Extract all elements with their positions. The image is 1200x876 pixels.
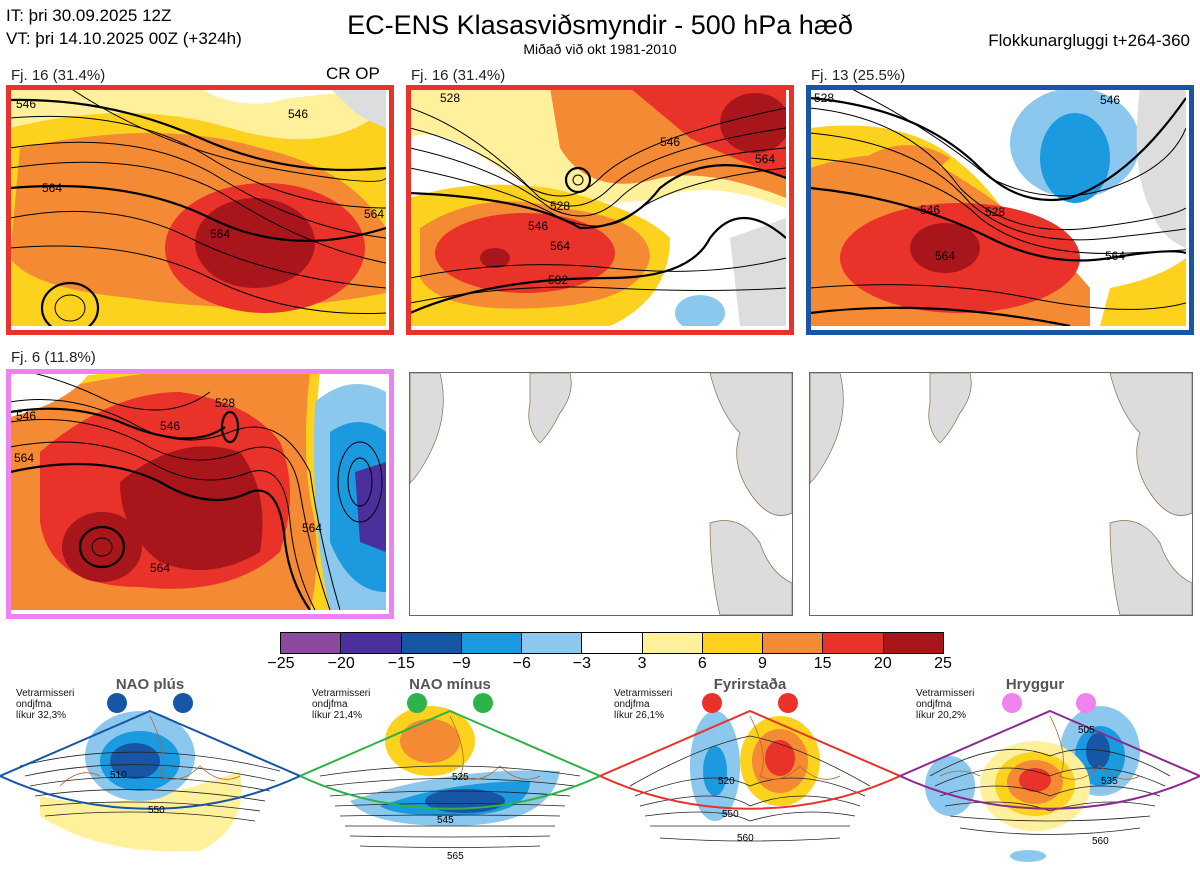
contour-label: 565 — [447, 851, 464, 862]
initial-time: IT: þri 30.09.2025 12Z — [6, 6, 172, 25]
classification-window: Flokkunargluggi t+264-360 — [988, 31, 1190, 50]
contour-label: 564 — [14, 451, 34, 465]
contour-label: 550 — [148, 805, 165, 816]
contour-label: 564 — [210, 227, 230, 241]
colorbar-swatch — [582, 633, 643, 653]
contour-label: 564 — [550, 239, 570, 253]
colorbar-swatch — [281, 633, 342, 653]
contour-label: 546 — [16, 97, 36, 111]
contour-label: 560 — [737, 833, 754, 844]
contour-label: 546 — [16, 409, 36, 423]
colorbar-tick-label: −6 — [512, 655, 531, 672]
contour-label: 564 — [935, 249, 955, 263]
contour-label: 550 — [722, 809, 739, 820]
contour-label: 546 — [528, 219, 548, 233]
page-subtitle: Miðað við okt 1981-2010 — [523, 41, 677, 57]
colorbar-tick-label: −20 — [327, 655, 355, 672]
regime-blocking: 520 550 560 Fyrirstaða Vetrarmisseri ondj… — [597, 676, 903, 871]
regime-note: Vetrarmisseri ondjfma líkur 21,4% — [312, 688, 371, 721]
contour-label: 564 — [302, 521, 322, 535]
contour-label: 528 — [440, 91, 460, 105]
contour-label: 546 — [160, 419, 180, 433]
colorbar-tick-label: −3 — [572, 655, 592, 672]
contour-label: 525 — [452, 772, 469, 783]
colorbar-swatch — [883, 633, 943, 653]
contour-label: 528 — [215, 396, 235, 410]
colorbar-tick-label: 20 — [873, 655, 892, 672]
regime-ridge: 505 535 560 Hryggur Vetrarmisseri ondjfma… — [897, 676, 1200, 871]
contour-label: 582 — [548, 273, 568, 287]
colorbar-tick-label: 9 — [758, 655, 767, 672]
panel-4-label: Fj. 6 (11.8%) — [11, 349, 96, 366]
colorbar-tick-label: −9 — [452, 655, 471, 672]
panel-3-label: Fj. 13 (25.5%) — [811, 67, 906, 84]
colorbar-tick-label: 3 — [637, 655, 647, 672]
colorbar-swatch — [702, 633, 764, 653]
panel-1-label: Fj. 16 (31.4%) — [11, 67, 106, 84]
colorbar-swatch — [401, 633, 462, 653]
colorbar-swatch — [763, 633, 824, 653]
valid-time: VT: þri 14.10.2025 00Z (+324h) — [6, 29, 242, 48]
contour-label: 528 — [985, 205, 1005, 219]
cluster-map-1[interactable]: 546 546 564 564 564 — [10, 88, 386, 326]
empty-map-5 — [409, 372, 793, 616]
contour-label: 560 — [1092, 836, 1109, 847]
contour-label: 528 — [814, 91, 834, 105]
cluster-map-4[interactable]: 546 528 546 564 564 564 — [10, 372, 386, 610]
cluster-map-3[interactable]: 528 546 528 546 564 564 — [810, 88, 1186, 326]
regime-note: Vetrarmisseri ondjfma líkur 20,2% — [916, 688, 975, 721]
colorbar-swatch — [823, 633, 884, 653]
panel-1-tag: CR OP — [326, 64, 380, 83]
contour-label: 564 — [755, 152, 775, 166]
colorbar — [280, 632, 944, 654]
regime-title: NAO mínus — [409, 676, 491, 693]
colorbar-tick-label: −15 — [387, 655, 415, 672]
contour-label: 564 — [364, 207, 384, 221]
cluster-map-2[interactable]: 528 546 528 546 564 582 564 — [410, 88, 786, 326]
colorbar-tick-label: 25 — [934, 655, 952, 672]
contour-label: 546 — [288, 107, 308, 121]
regime-note: Vetrarmisseri ondjfma líkur 32,3% — [16, 688, 75, 721]
colorbar-swatch — [642, 633, 703, 653]
colorbar-swatch — [341, 633, 402, 653]
contour-label: 546 — [920, 203, 940, 217]
regime-title: Hryggur — [1005, 676, 1065, 693]
colorbar-tick-label: 6 — [697, 655, 707, 672]
regime-nao-minus: 525 545 565 NAO mínus Vetrarmisseri ondjf… — [297, 676, 603, 871]
colorbar-tick-label: −25 — [267, 655, 295, 672]
empty-map-6 — [809, 372, 1193, 616]
contour-label: 564 — [1105, 249, 1125, 263]
colorbar-tick-label: 15 — [813, 655, 832, 672]
regime-nao-plus: 510 550 NAO plús Vetrarmisseri ondjfma lík… — [0, 676, 303, 871]
regime-title: NAO plús — [115, 676, 185, 693]
contour-label: 505 — [1078, 725, 1095, 736]
contour-label: 564 — [42, 181, 62, 195]
page-title: EC-ENS Klasasviðsmyndir - 500 hPa hæð — [347, 10, 853, 40]
regime-title: Fyrirstaða — [713, 676, 787, 693]
contour-label: 528 — [550, 199, 570, 213]
contour-label: 564 — [150, 561, 170, 575]
contour-label: 520 — [718, 776, 735, 787]
contour-label: 546 — [660, 135, 680, 149]
colorbar-swatch — [461, 633, 523, 653]
contour-label: 545 — [437, 815, 454, 826]
panel-2-label: Fj. 16 (31.4%) — [411, 67, 506, 84]
regime-note: Vetrarmisseri ondjfma líkur 26,1% — [614, 688, 673, 721]
contour-label: 510 — [110, 770, 127, 781]
colorbar-swatch — [522, 633, 583, 653]
header-info: IT: þri 30.09.2025 12Z VT: þri 14.10.202… — [6, 4, 242, 50]
contour-label: 546 — [1100, 93, 1120, 107]
contour-label: 535 — [1101, 776, 1118, 787]
